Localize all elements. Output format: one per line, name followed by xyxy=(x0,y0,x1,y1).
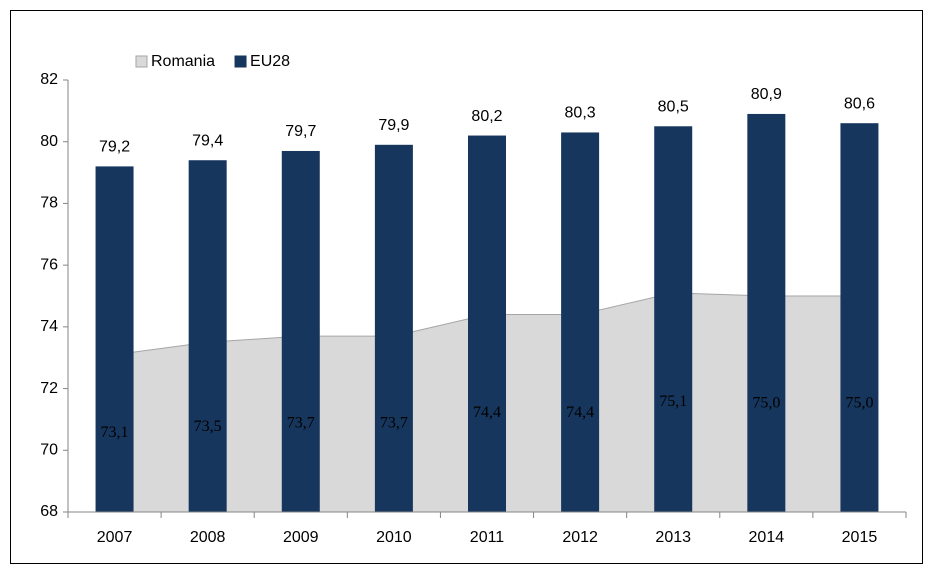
data-label: 73,1 xyxy=(101,424,129,441)
x-tick-label: 2014 xyxy=(749,529,785,546)
bar xyxy=(654,126,693,513)
y-tick-label: 74 xyxy=(40,318,58,335)
data-label: 79,4 xyxy=(192,132,223,149)
y-tick-label: 76 xyxy=(40,256,58,273)
x-tick-label: 2013 xyxy=(655,529,691,546)
x-tick-label: 2011 xyxy=(470,529,505,546)
data-label: 75,0 xyxy=(845,395,873,412)
x-tick-label: 2015 xyxy=(842,529,878,546)
bar xyxy=(468,135,506,513)
data-label: 79,9 xyxy=(378,117,409,134)
y-tick-label: 68 xyxy=(40,503,58,520)
data-label: 80,3 xyxy=(565,105,596,122)
data-label: 73,5 xyxy=(194,418,222,435)
data-label: 75,1 xyxy=(659,393,687,410)
data-label: 79,2 xyxy=(99,139,130,156)
data-label: 73,7 xyxy=(287,415,315,432)
x-tick-label: 2012 xyxy=(562,529,598,546)
bar xyxy=(840,123,879,512)
y-tick-label: 78 xyxy=(40,195,58,212)
data-label: 80,9 xyxy=(751,86,782,103)
legend-label: EU28 xyxy=(250,53,290,70)
data-label: 74,4 xyxy=(566,404,594,421)
y-tick-label: 72 xyxy=(40,380,58,397)
bar xyxy=(188,160,227,512)
data-label: 73,7 xyxy=(380,415,408,432)
data-label: 79,7 xyxy=(285,123,316,140)
bar xyxy=(281,150,320,512)
y-tick-label: 82 xyxy=(40,71,58,88)
legend-label: Romania xyxy=(151,53,215,70)
data-label: 80,5 xyxy=(658,99,689,116)
bar xyxy=(374,144,413,513)
bar xyxy=(561,132,600,512)
x-tick-label: 2010 xyxy=(376,529,412,546)
bar xyxy=(95,166,134,512)
x-tick-label: 2008 xyxy=(190,529,226,546)
legend-swatch xyxy=(135,55,148,68)
x-tick-label: 2009 xyxy=(283,529,319,546)
data-label: 75,0 xyxy=(752,395,780,412)
y-tick-label: 80 xyxy=(40,133,58,150)
y-tick-label: 70 xyxy=(40,442,58,459)
legend-swatch xyxy=(234,55,247,68)
data-label: 80,2 xyxy=(471,108,502,125)
data-label: 80,6 xyxy=(844,95,875,112)
bar xyxy=(747,113,786,512)
data-label: 74,4 xyxy=(473,404,501,421)
x-tick-label: 2007 xyxy=(97,529,133,546)
